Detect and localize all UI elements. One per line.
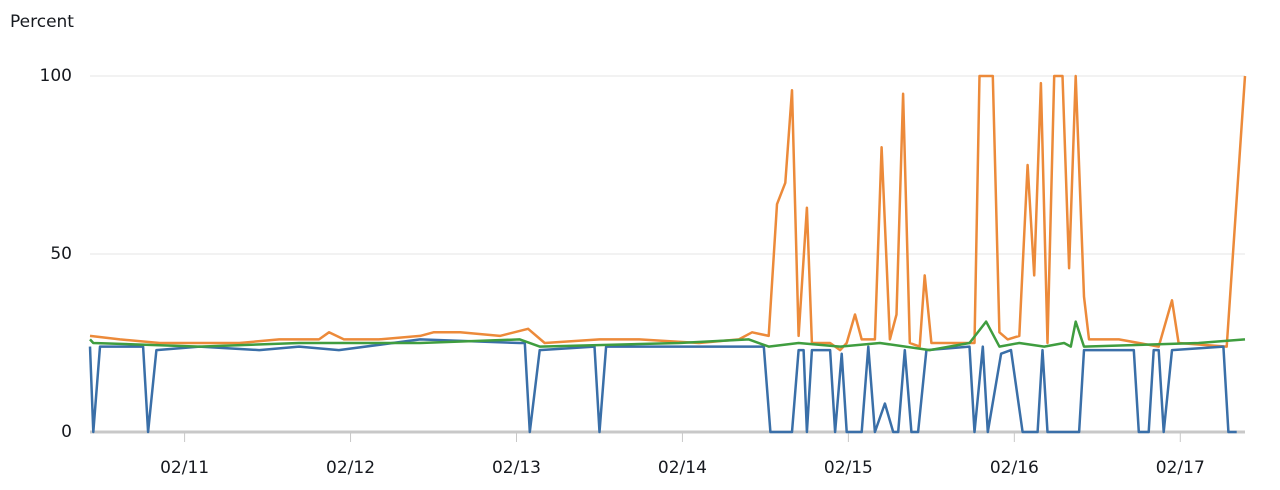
x-tick-label: 02/11: [160, 458, 209, 478]
x-tick-label: 02/12: [326, 458, 375, 478]
y-tick-label: 0: [61, 422, 72, 442]
series-line: [88, 338, 1237, 434]
x-tick-label: 02/13: [492, 458, 541, 478]
x-tick-label: 02/16: [990, 458, 1039, 478]
series-line: [89, 74, 1247, 352]
x-tick-label: 02/14: [658, 458, 707, 478]
x-tick-label: 02/15: [824, 458, 873, 478]
y-axis-title: Percent: [10, 12, 74, 32]
x-tick-label: 02/17: [1156, 458, 1205, 478]
y-tick-label: 100: [40, 66, 72, 86]
series-line: [89, 320, 1246, 352]
y-tick-label: 50: [50, 244, 72, 264]
